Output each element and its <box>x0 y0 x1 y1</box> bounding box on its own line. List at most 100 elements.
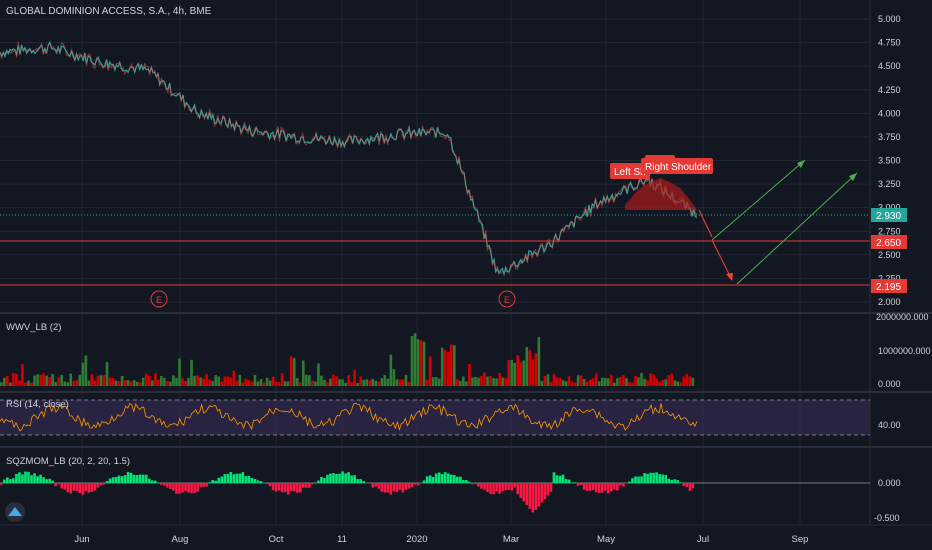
volume-bar <box>235 380 239 386</box>
momentum-bar <box>187 483 190 493</box>
momentum-bar <box>169 483 172 490</box>
volume-bar <box>229 377 233 386</box>
volume-bar <box>440 347 444 386</box>
price-axis[interactable]: 5.000 4.750 4.500 4.250 4.000 3.750 3.500 3.250… <box>878 14 901 307</box>
momentum-bar <box>259 481 263 483</box>
momentum-bar <box>362 480 365 483</box>
volume-bar <box>63 381 67 386</box>
tradingview-logo[interactable] <box>5 502 25 522</box>
price-tick-label: 2.250 <box>878 273 901 283</box>
volume-bar <box>579 375 583 386</box>
volume-bar <box>54 382 57 386</box>
volume-bar <box>154 373 157 386</box>
level-tag-2195-text: 2.195 <box>876 282 901 293</box>
momentum-bar <box>416 483 420 486</box>
level-tag-2195-bg <box>871 279 907 293</box>
momentum-bar <box>117 475 121 483</box>
volume-bar <box>286 381 290 386</box>
volume-bar <box>395 379 399 386</box>
momentum-bar <box>72 483 76 491</box>
momentum-bar <box>607 483 610 494</box>
left-shoulder-label[interactable]: Left Sh <box>610 163 650 179</box>
momentum-bar <box>347 472 350 483</box>
volume-bar <box>498 373 501 386</box>
earnings-marker-1[interactable]: E <box>150 290 168 308</box>
momentum-bar <box>383 483 387 493</box>
time-tick-label: Jun <box>74 534 89 545</box>
volume-bar <box>353 370 356 386</box>
volume-bar <box>673 380 677 386</box>
momentum-bar <box>422 480 426 483</box>
volume-bar <box>365 379 369 386</box>
earnings-circle-1 <box>150 290 168 308</box>
momentum-bar <box>446 473 450 483</box>
momentum-bar <box>99 483 103 486</box>
price-panel[interactable] <box>0 40 698 277</box>
volume-bar <box>534 353 538 386</box>
momentum-bar <box>516 483 520 495</box>
momentum-bar <box>6 477 9 483</box>
volume-bar <box>314 381 317 386</box>
volume-bar <box>468 363 471 386</box>
volume-bar <box>187 378 190 386</box>
momentum-bar <box>105 480 109 483</box>
volume-panel[interactable] <box>0 333 695 386</box>
price-tick-label: 5.000 <box>878 14 901 24</box>
volume-bar <box>670 373 674 386</box>
momentum-bar <box>241 472 245 483</box>
volume-bar <box>196 375 199 386</box>
volume-bar <box>329 378 332 386</box>
volume-bar <box>643 378 646 386</box>
momentum-bar <box>166 483 169 488</box>
momentum-tick-zero: 0.000 <box>878 478 901 488</box>
volume-bar <box>661 380 664 386</box>
momentum-bar <box>220 476 224 483</box>
momentum-bar <box>54 483 57 487</box>
momentum-bar <box>223 474 227 483</box>
momentum-bar <box>332 473 335 483</box>
momentum-bar <box>326 474 329 483</box>
momentum-bar <box>36 476 39 483</box>
volume-bar <box>682 376 686 386</box>
momentum-bar <box>374 483 378 487</box>
momentum-bar <box>184 483 187 491</box>
rsi-line[interactable] <box>0 402 698 432</box>
volume-bar <box>341 379 344 386</box>
volume-bar <box>570 381 574 386</box>
volume-bar <box>36 374 39 386</box>
volume-bar <box>486 376 489 386</box>
momentum-bar <box>588 483 592 491</box>
momentum-bar <box>126 472 130 483</box>
momentum-bar <box>616 483 619 491</box>
momentum-bar <box>274 483 278 492</box>
head-shoulders-pattern[interactable] <box>625 178 697 210</box>
momentum-bar <box>637 476 640 483</box>
volume-bar <box>585 381 589 386</box>
momentum-bar <box>320 476 323 483</box>
momentum-bar <box>634 476 637 483</box>
momentum-bar <box>147 478 151 483</box>
momentum-bar <box>338 473 341 483</box>
volume-bar <box>172 375 175 386</box>
volume-bar <box>646 380 649 386</box>
momentum-bar <box>329 473 332 483</box>
volume-bar <box>362 379 365 386</box>
volume-bar <box>679 382 683 386</box>
projection-arrows[interactable] <box>698 159 858 285</box>
time-axis[interactable]: Jun Aug Oct 11 2020 Mar May Jul Sep <box>74 534 808 545</box>
volume-tick-top: 2000000.000 <box>876 312 929 322</box>
momentum-panel[interactable] <box>0 471 695 513</box>
momentum-bar <box>564 479 568 483</box>
momentum-bar <box>646 473 649 483</box>
earnings-marker-2[interactable]: E <box>498 290 516 308</box>
volume-bar <box>102 375 106 386</box>
volume-bar <box>163 377 166 386</box>
momentum-bar <box>528 483 532 509</box>
volume-bar <box>347 375 350 386</box>
volume-bar <box>39 374 42 386</box>
right-shoulder-label[interactable]: Right Shoulder <box>641 158 713 174</box>
momentum-bar <box>628 481 631 483</box>
momentum-bar <box>585 483 589 491</box>
momentum-bar <box>631 478 634 483</box>
